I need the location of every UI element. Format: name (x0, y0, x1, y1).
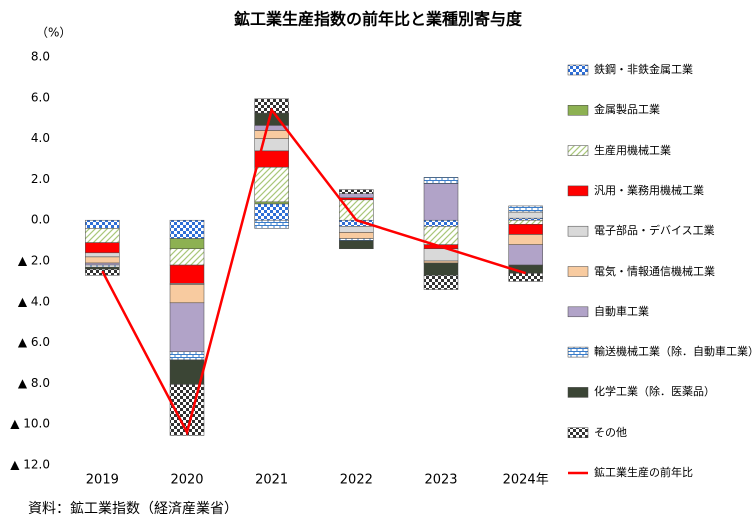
bar-segment (339, 238, 374, 241)
bar-segment (85, 242, 120, 254)
bar-segment (339, 197, 374, 201)
bar-segment (169, 219, 205, 239)
y-tick-label: 0.0 (31, 213, 50, 227)
legend-label: その他 (594, 425, 627, 439)
source-note: 資料：鉱工業指数（経済産業省） (28, 500, 238, 517)
bar-segment (423, 177, 459, 184)
x-tick-label: 2023 (424, 473, 457, 488)
bar-segment (339, 226, 374, 233)
bar-segment (169, 302, 205, 353)
y-tick-label: ▲ 10.0 (10, 417, 50, 431)
legend-label: 生産用機械工業 (594, 143, 671, 157)
legend-swatch (567, 387, 589, 398)
bar-segment (254, 138, 289, 152)
legend-label: 自動車工業 (594, 304, 649, 318)
y-tick-label: ▲ 2.0 (18, 254, 50, 268)
x-tick-label: 2019 (86, 473, 119, 488)
bar-segment (169, 359, 205, 385)
y-tick-label: 6.0 (31, 90, 50, 104)
bar-segment (508, 219, 543, 225)
legend-label: 汎用・業務用機械工業 (594, 183, 704, 197)
bar-segment (254, 219, 289, 229)
legend-label: 鉱工業生産の前年比 (594, 466, 693, 479)
bar-segment (85, 219, 120, 229)
y-tick-label: ▲ 4.0 (18, 294, 50, 308)
bar-segment (423, 183, 459, 221)
y-tick-label: 8.0 (31, 50, 50, 64)
legend-label: 輸送機械工業（除．自動車工業） (594, 345, 756, 359)
bar-segment (85, 262, 120, 266)
bar-segment (508, 272, 543, 282)
legend-label: 電気・情報通信機械工業 (594, 264, 715, 278)
bar-segment (423, 260, 459, 264)
bar-segment (339, 240, 374, 250)
bar-segment (85, 256, 120, 264)
legend-swatch (567, 266, 589, 277)
bar-segment (254, 166, 289, 203)
bar-segment (339, 189, 374, 194)
y-tick-label: ▲ 6.0 (18, 335, 50, 349)
bar-segment (85, 228, 120, 243)
legend-label: 金属製品工業 (594, 103, 660, 117)
legend-swatch (567, 346, 589, 358)
x-tick-label: 2024年 (503, 473, 549, 488)
legend-swatch (567, 185, 589, 197)
y-tick-label: ▲ 8.0 (18, 376, 50, 390)
legend-swatch (567, 64, 589, 76)
y-axis-unit: （%） (36, 26, 71, 40)
bar-segment (423, 219, 459, 227)
y-tick-label: ▲ 12.0 (10, 458, 50, 472)
bar-segment (254, 203, 289, 221)
chart-title: 鉱工業生産指数の前年比と業種別寄与度 (234, 10, 523, 29)
bar-segment (85, 266, 120, 270)
bar-segment (339, 232, 374, 239)
legend-label: 化学工業（除．医薬品） (594, 385, 715, 399)
x-tick-label: 2021 (255, 473, 288, 488)
bar-segment (339, 193, 374, 199)
bar-segment (508, 244, 543, 266)
legend-swatch (567, 306, 589, 318)
legend-swatch (567, 427, 589, 438)
line-series (101, 107, 527, 436)
legend-label: 鉄鋼・非鉄金属工業 (594, 63, 693, 76)
legend-swatch (567, 105, 589, 116)
bar-segment (169, 284, 205, 304)
bar-segment (254, 130, 289, 139)
bar-segment (85, 252, 120, 258)
bar-segment (508, 224, 543, 235)
x-tick-label: 2022 (340, 473, 373, 488)
legend-swatch (567, 225, 589, 237)
bar-segment (169, 238, 205, 250)
bar-segment (508, 217, 543, 221)
bar-segment (423, 275, 459, 290)
legend-swatch (567, 145, 589, 156)
bar-segment (169, 264, 205, 284)
bar-segment (254, 201, 289, 205)
bar-segment (508, 234, 543, 245)
y-tick-label: 2.0 (31, 172, 50, 186)
bar-segment (508, 205, 543, 213)
bar-segment (508, 211, 543, 219)
x-tick-label: 2020 (170, 473, 203, 488)
bar-segment (169, 248, 205, 266)
bar-segment (423, 262, 459, 276)
bar-segment (85, 264, 120, 268)
legend-label: 電子部品・デバイス工業 (594, 224, 715, 238)
y-tick-label: 4.0 (31, 131, 50, 145)
bar-segment (169, 351, 205, 361)
